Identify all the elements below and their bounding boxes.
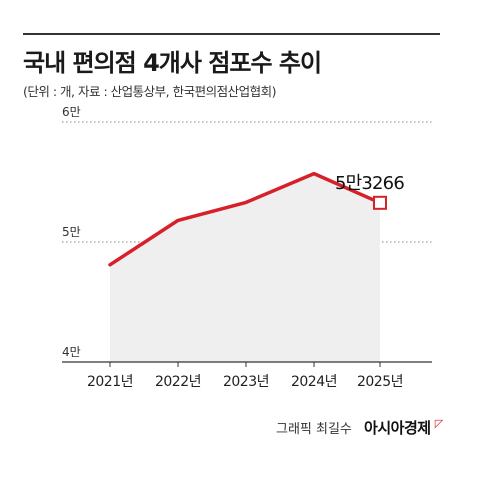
brand-mark-icon: ◸ bbox=[434, 417, 444, 430]
x-tick-label: 2022년 bbox=[155, 374, 201, 390]
y-tick-label: 6만 bbox=[62, 105, 81, 119]
credit-line: 그래픽 최길수 아시아경제 ◸ bbox=[276, 417, 443, 438]
x-tick-label: 2021년 bbox=[87, 374, 133, 390]
data-label: 5만3266 bbox=[335, 173, 404, 194]
x-tick-label: 2024년 bbox=[291, 374, 337, 390]
page-title: 국내 편의점 4개사 점포수 추이 bbox=[23, 49, 322, 77]
credit-author: 그래픽 최길수 bbox=[276, 422, 352, 437]
series-line bbox=[108, 171, 382, 267]
x-tick-label: 2023년 bbox=[223, 374, 269, 390]
header-rule bbox=[23, 33, 440, 35]
x-tick-label: 2025년 bbox=[357, 374, 403, 390]
chart-source-note: (단위 : 개, 자료 : 산업통상부, 한국편의점산업협회) bbox=[23, 84, 276, 99]
y-tick-label: 5만 bbox=[62, 225, 81, 239]
end-point-marker bbox=[373, 195, 387, 210]
y-tick-label: 4만 bbox=[62, 345, 81, 359]
brand-logo: 아시아경제 bbox=[364, 419, 431, 437]
area-fill bbox=[110, 173, 380, 362]
